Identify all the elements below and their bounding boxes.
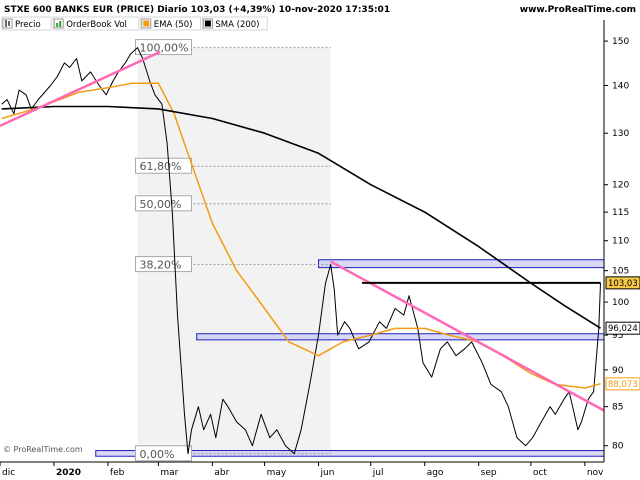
- legend-item-label: Precio: [15, 20, 41, 30]
- legend-item: SMA (200): [201, 16, 268, 31]
- y-tick-label: 90: [612, 366, 624, 376]
- price-tag-box: [605, 276, 640, 290]
- legend-item-box: [53, 18, 64, 29]
- legend-item-frame: [140, 16, 201, 31]
- y-tick-label: 105: [612, 267, 629, 277]
- y-tick-label: 130: [612, 129, 629, 139]
- x-tick-label: jun: [320, 468, 335, 478]
- x-tick-label: sep: [481, 468, 497, 478]
- volume-bars-icon: [59, 21, 62, 27]
- fibonacci-levels: 100,00% 61,80% 50,00% 38,20% 0,00%: [135, 39, 331, 462]
- x-tick-label: feb: [110, 468, 125, 478]
- fibonacci-label-box: [135, 256, 193, 273]
- y-tick-label: 80: [612, 442, 624, 452]
- legend-item-frame: [1, 16, 52, 31]
- trendline: [0, 50, 161, 127]
- legend-item-label: SMA (200): [215, 20, 259, 30]
- x-tick-label: may: [267, 468, 287, 478]
- y-tick-label: 115: [612, 208, 629, 218]
- fibonacci-zone: [137, 47, 331, 454]
- site-url[interactable]: www.ProRealTime.com: [520, 5, 636, 15]
- x-tick-label: jul: [372, 468, 384, 478]
- legend-item-box: [2, 18, 13, 29]
- fibonacci-level-label: 38,20%: [140, 259, 182, 272]
- y-tick-label: 100: [612, 298, 629, 308]
- chart-axes: 80 85 90 95 100 105 110 115 120 130 140 150 dic 2020 f…: [0, 20, 629, 478]
- fibonacci-level-label: 0,00%: [140, 448, 175, 461]
- chart-title: STXE 600 BANKS EUR (PRICE) Diario 103,03…: [4, 5, 390, 15]
- legend-item-label: EMA (50): [154, 20, 193, 30]
- x-tick-label: 2020: [56, 468, 81, 478]
- support-band: [318, 259, 605, 269]
- legend-item-frame: [52, 16, 140, 31]
- fibonacci-label-box: [135, 445, 193, 462]
- legend-item: EMA (50): [140, 16, 201, 31]
- legend-item-label: OrderBook Vol: [66, 20, 127, 30]
- y-tick-label: 120: [612, 181, 629, 191]
- price-tag-value: 88,073: [608, 380, 638, 390]
- fibonacci-level-label: 61,80%: [140, 160, 182, 173]
- legend-item: OrderBook Vol: [52, 16, 140, 31]
- support-band: [196, 333, 605, 341]
- y-tick-label: 140: [612, 82, 629, 92]
- price-tag-box: [605, 377, 640, 391]
- price-tag-value: 96,024: [608, 324, 638, 334]
- x-tick-label: oct: [533, 468, 547, 478]
- y-tick-label: 150: [612, 37, 629, 47]
- trendline: [330, 260, 605, 412]
- copyright: © ProRealTime.com: [3, 445, 83, 454]
- indicator-legend: Precio OrderBook Vol EMA (50) SMA (200): [1, 16, 268, 31]
- color-swatch-icon: [143, 20, 150, 27]
- x-tick-label: ago: [427, 468, 444, 478]
- fibonacci-label-box: [135, 39, 193, 56]
- price-tags: 103,03 96,024 88,073: [605, 276, 640, 391]
- color-swatch-icon: [204, 20, 211, 27]
- x-tick-label: nov: [587, 468, 604, 478]
- y-tick-label: 85: [612, 403, 623, 413]
- legend-item-frame: [201, 16, 268, 31]
- x-tick-label: mar: [160, 468, 178, 478]
- price-tag-value: 103,03: [608, 279, 638, 289]
- x-tick-label: dic: [2, 468, 15, 478]
- trendlines: [0, 50, 605, 412]
- y-tick-label: 95: [612, 331, 623, 341]
- fibonacci-shade: [137, 47, 331, 454]
- y-tick-label: 110: [612, 237, 629, 247]
- x-tick-label: abr: [214, 468, 229, 478]
- price-tag-box: [605, 321, 640, 335]
- fibonacci-label-box: [135, 195, 193, 212]
- volume-bars-icon: [56, 23, 59, 27]
- fibonacci-level-label: 100,00%: [140, 42, 189, 55]
- fibonacci-level-label: 50,00%: [140, 198, 182, 211]
- legend-item: Precio: [1, 16, 52, 31]
